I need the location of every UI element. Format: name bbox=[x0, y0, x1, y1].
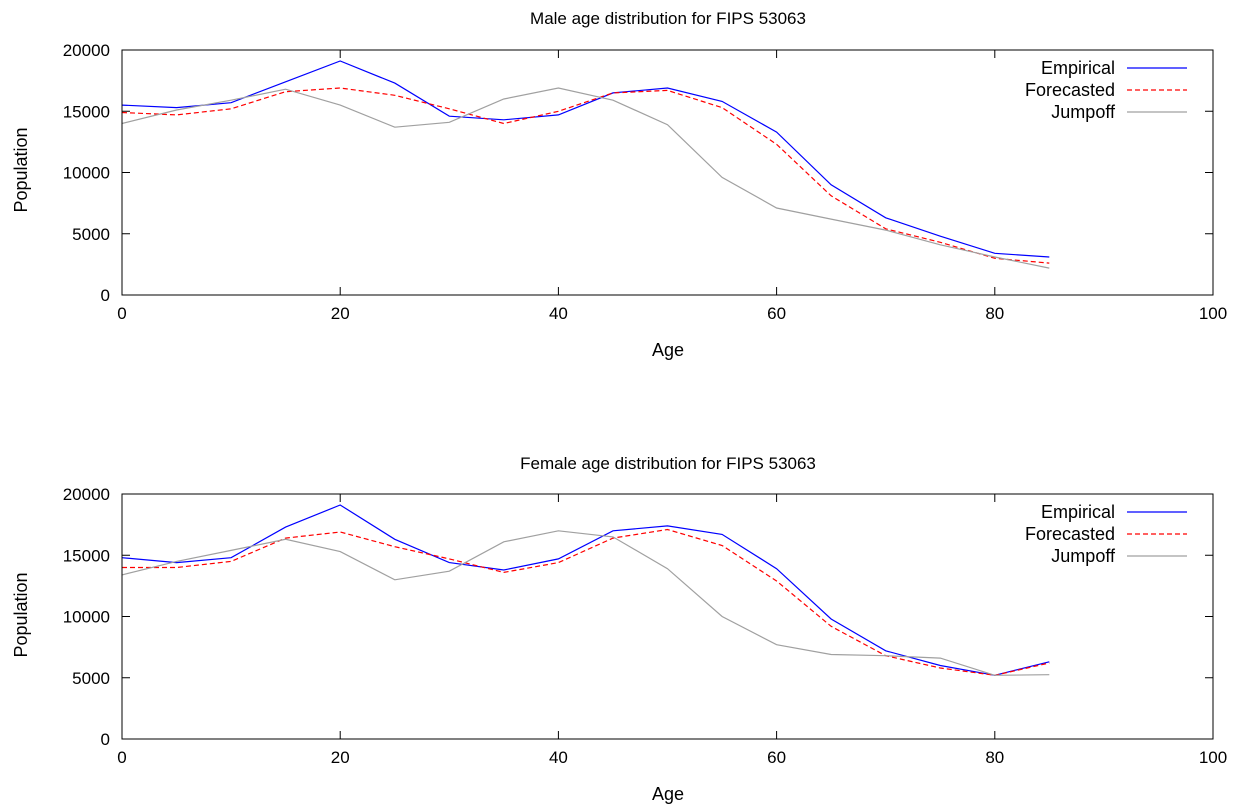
x-tick-label: 60 bbox=[767, 304, 786, 323]
legend-label-empirical: Empirical bbox=[1041, 502, 1115, 522]
y-axis-label: Population bbox=[11, 127, 31, 212]
series-line-jumpoff bbox=[121, 87, 1050, 269]
x-tick-label: 20 bbox=[331, 304, 350, 323]
chart-title: Female age distribution for FIPS 53063 bbox=[520, 454, 816, 473]
y-tick-label: 5000 bbox=[72, 669, 110, 688]
male-chart: Male age distribution for FIPS 53063 Pop… bbox=[11, 9, 1227, 360]
x-tick-label: 0 bbox=[117, 748, 126, 767]
x-tick-label: 100 bbox=[1199, 748, 1227, 767]
x-tick-label: 40 bbox=[549, 748, 568, 767]
axis-ticks: 0 20 40 60 80 100 0 5000 10000 15000 20000 bbox=[63, 41, 1227, 323]
axis-ticks: 0 20 40 60 80 100 0 5000 10000 15000 20000 bbox=[63, 485, 1227, 767]
y-tick-label: 0 bbox=[101, 730, 110, 749]
series-line-empirical bbox=[121, 504, 1050, 676]
series-line-forecasted bbox=[121, 87, 1050, 264]
series-layer bbox=[121, 504, 1050, 676]
x-tick-label: 40 bbox=[549, 304, 568, 323]
legend-label-jumpoff: Jumpoff bbox=[1051, 546, 1116, 566]
series-line-jumpoff bbox=[121, 530, 1050, 676]
x-tick-label: 60 bbox=[767, 748, 786, 767]
x-tick-label: 80 bbox=[985, 304, 1004, 323]
x-tick-label: 20 bbox=[331, 748, 350, 767]
x-tick-label: 100 bbox=[1199, 304, 1227, 323]
y-tick-label: 15000 bbox=[63, 546, 110, 565]
legend-label-empirical: Empirical bbox=[1041, 58, 1115, 78]
plot-frame bbox=[121, 493, 1214, 740]
legend-label-forecasted: Forecasted bbox=[1025, 524, 1115, 544]
plot-frame bbox=[121, 49, 1214, 296]
female-chart: Female age distribution for FIPS 53063 P… bbox=[11, 454, 1227, 804]
x-tick-label: 0 bbox=[117, 304, 126, 323]
y-tick-label: 15000 bbox=[63, 102, 110, 121]
y-tick-label: 20000 bbox=[63, 485, 110, 504]
y-tick-label: 20000 bbox=[63, 41, 110, 60]
x-axis-label: Age bbox=[652, 784, 684, 804]
y-tick-label: 5000 bbox=[72, 225, 110, 244]
legend-label-forecasted: Forecasted bbox=[1025, 80, 1115, 100]
series-line-empirical bbox=[121, 60, 1050, 258]
y-axis-label: Population bbox=[11, 572, 31, 657]
x-axis-label: Age bbox=[652, 340, 684, 360]
series-line-forecasted bbox=[122, 528, 1050, 676]
x-tick-label: 80 bbox=[985, 748, 1004, 767]
chart-title: Male age distribution for FIPS 53063 bbox=[530, 9, 806, 28]
series-layer bbox=[121, 60, 1050, 269]
y-tick-label: 10000 bbox=[63, 608, 110, 627]
y-tick-label: 10000 bbox=[63, 164, 110, 183]
legend-label-jumpoff: Jumpoff bbox=[1051, 102, 1116, 122]
y-tick-label: 0 bbox=[101, 286, 110, 305]
